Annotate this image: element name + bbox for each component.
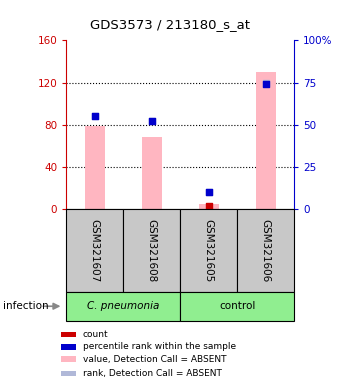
Bar — [256, 72, 276, 209]
Bar — [61, 371, 76, 376]
Text: GSM321605: GSM321605 — [204, 219, 214, 282]
Point — [263, 81, 268, 87]
Bar — [123, 209, 180, 292]
Text: C. pneumonia: C. pneumonia — [87, 301, 159, 311]
Text: count: count — [83, 330, 108, 339]
Text: GSM321607: GSM321607 — [90, 219, 100, 282]
Point — [149, 118, 154, 124]
Text: infection: infection — [3, 301, 49, 311]
Text: GSM321608: GSM321608 — [147, 219, 157, 282]
Bar — [142, 137, 162, 209]
Text: rank, Detection Call = ABSENT: rank, Detection Call = ABSENT — [83, 369, 222, 378]
Point — [92, 113, 98, 119]
Text: value, Detection Call = ABSENT: value, Detection Call = ABSENT — [83, 354, 226, 364]
Bar — [180, 209, 237, 292]
Text: GSM321606: GSM321606 — [261, 219, 271, 282]
Bar — [66, 209, 123, 292]
Bar — [61, 344, 76, 349]
Bar — [66, 292, 180, 321]
Point — [92, 113, 98, 119]
Text: GDS3573 / 213180_s_at: GDS3573 / 213180_s_at — [90, 18, 250, 31]
Point — [206, 189, 211, 195]
Bar — [61, 332, 76, 337]
Bar — [237, 209, 294, 292]
Point — [206, 203, 211, 209]
Bar — [180, 292, 294, 321]
Bar — [61, 356, 76, 362]
Point — [263, 79, 268, 86]
Bar — [85, 126, 105, 209]
Point — [206, 189, 211, 195]
Text: control: control — [219, 301, 255, 311]
Point — [149, 118, 154, 124]
Bar — [199, 204, 219, 209]
Text: percentile rank within the sample: percentile rank within the sample — [83, 342, 236, 351]
